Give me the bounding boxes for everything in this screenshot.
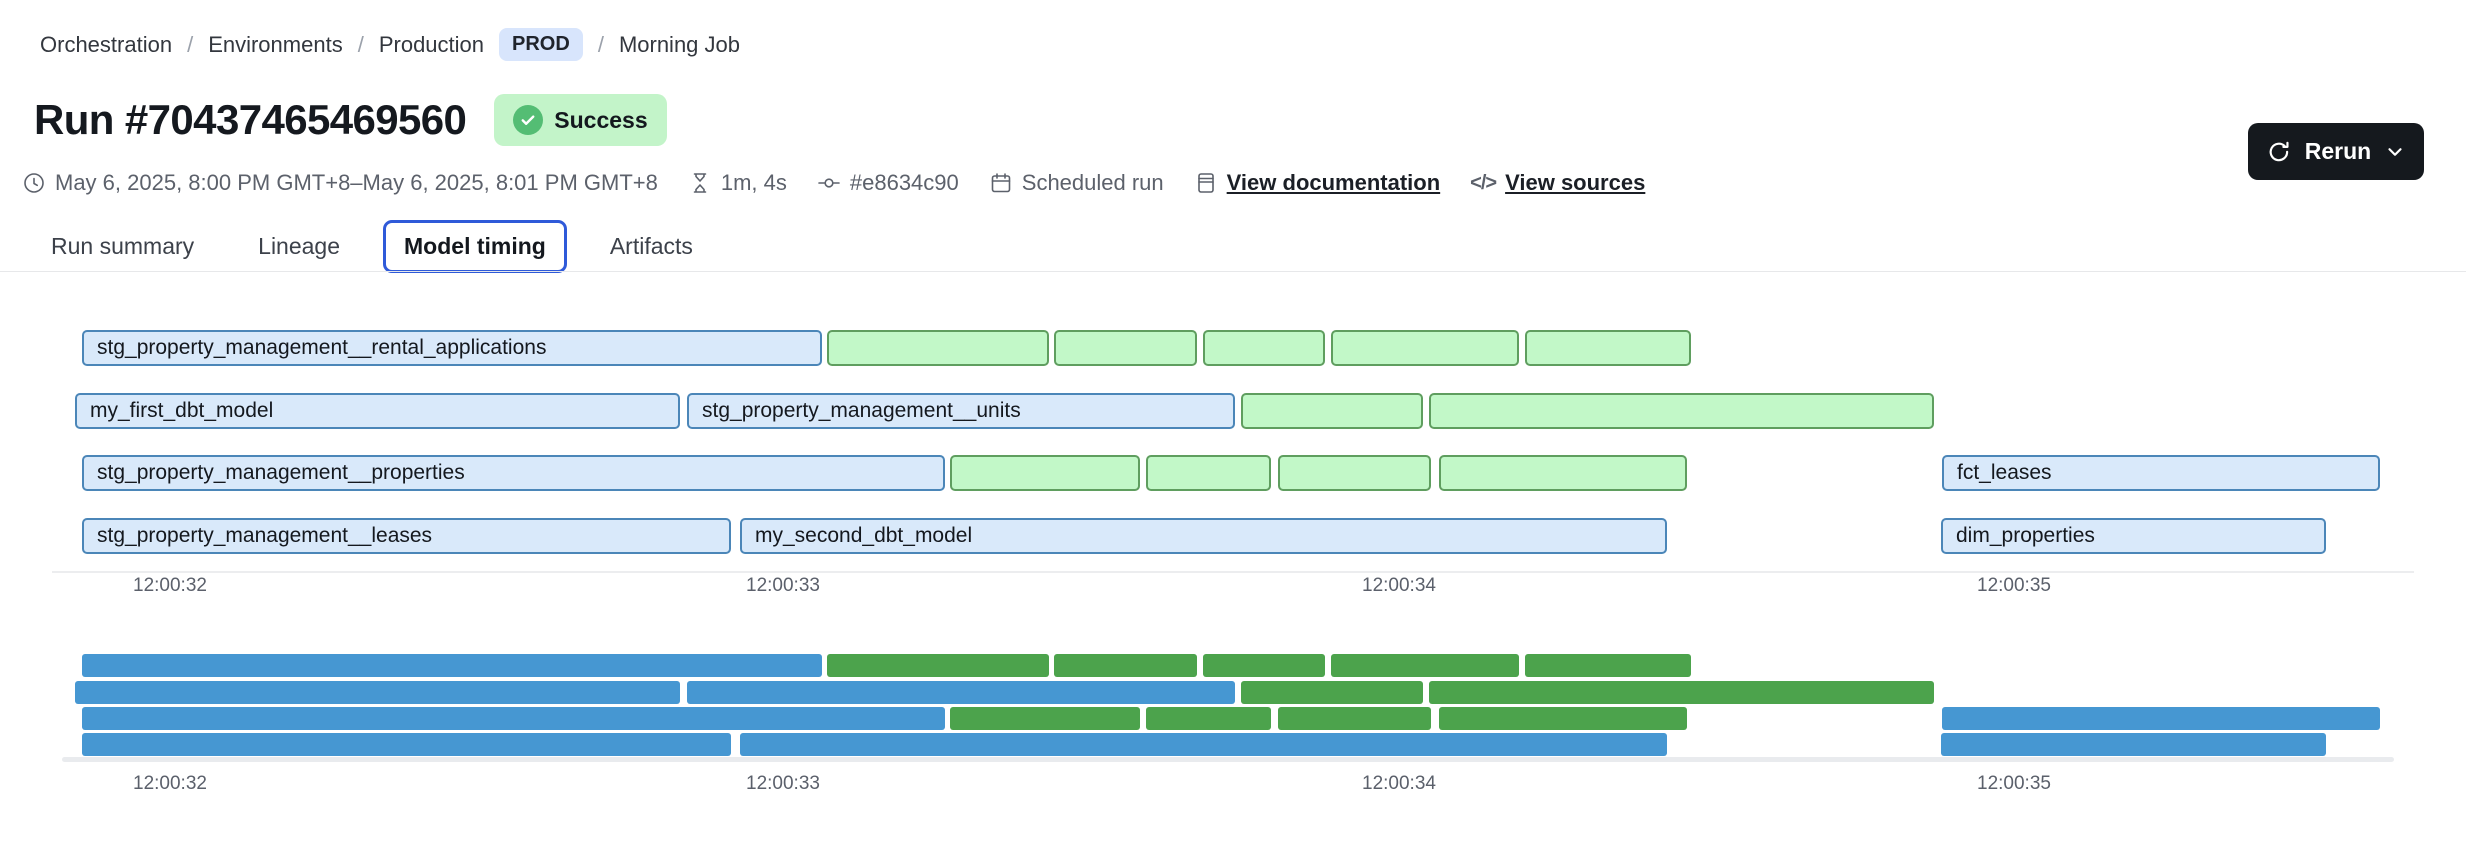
- minimap-bar: [950, 707, 1140, 730]
- minimap-bar: [1331, 654, 1519, 677]
- clock-icon: [24, 173, 44, 193]
- minimap-bar: [1241, 681, 1423, 704]
- minimap-bar: [1439, 707, 1687, 730]
- status-badge: Success: [494, 94, 667, 146]
- minimap-bar: [82, 733, 731, 756]
- gantt-bar-fct_leases[interactable]: fct_leases: [1942, 455, 2380, 491]
- status-badge-label: Success: [554, 106, 648, 133]
- gantt-bar-stg_property_management__units[interactable]: stg_property_management__units: [687, 393, 1235, 429]
- gantt-bar[interactable]: [1429, 393, 1934, 429]
- gantt-bar[interactable]: [1525, 330, 1691, 366]
- minimap-bar: [827, 654, 1049, 677]
- page-title: Run #70437465469560: [34, 96, 467, 143]
- code-icon: </>: [1470, 171, 1497, 194]
- refresh-icon: [2266, 139, 2292, 165]
- breadcrumb-item-orchestration[interactable]: Orchestration: [40, 31, 173, 57]
- documentation-icon: [1197, 173, 1214, 193]
- run-time-range: May 6, 2025, 8:00 PM GMT+8–May 6, 2025, …: [22, 170, 658, 196]
- gantt-bar[interactable]: [1331, 330, 1519, 366]
- breadcrumb-separator: /: [597, 31, 604, 57]
- chevron-down-icon: [2384, 141, 2406, 163]
- tab-artifacts[interactable]: Artifacts: [609, 233, 693, 259]
- axis-tick-label: 12:00:34: [1362, 575, 1436, 596]
- minimap-bar: [75, 681, 680, 704]
- gantt-bar-stg_property_management__rental_applications[interactable]: stg_property_management__rental_applicat…: [82, 330, 822, 366]
- commit-hash: #e8634c90: [817, 170, 959, 196]
- minimap-bar: [1942, 707, 2380, 730]
- gantt-chart: stg_property_management__rental_applicat…: [0, 330, 2466, 566]
- minimap-scroll-track[interactable]: [62, 757, 2394, 762]
- run-trigger: Scheduled run: [989, 170, 1164, 196]
- axis-tick-label: 12:00:32: [133, 773, 207, 794]
- gantt-bar[interactable]: [827, 330, 1049, 366]
- gantt-bar-stg_property_management__leases[interactable]: stg_property_management__leases: [82, 518, 731, 554]
- axis-tick-label: 12:00:34: [1362, 773, 1436, 794]
- minimap-bar: [1429, 681, 1934, 704]
- axis-tick-label: 12:00:35: [1977, 773, 2051, 794]
- minimap-bar: [1941, 733, 2326, 756]
- gantt-bar[interactable]: [1278, 455, 1431, 491]
- tab-model-timing[interactable]: Model timing: [383, 220, 567, 273]
- view-documentation[interactable]: View documentation: [1194, 170, 1441, 196]
- view-sources[interactable]: </> View sources: [1470, 170, 1645, 196]
- minimap-bar: [740, 733, 1667, 756]
- run-duration-label: 1m, 4s: [720, 170, 787, 195]
- minimap-time-axis: 12:00:32 12:00:33 12:00:34 12:00:35: [0, 773, 2466, 797]
- axis-tick-label: 12:00:32: [133, 575, 207, 596]
- rerun-button-label: Rerun: [2304, 138, 2372, 164]
- minimap-bar: [1278, 707, 1431, 730]
- minimap-bar: [1054, 654, 1197, 677]
- breadcrumb-item-production[interactable]: Production: [378, 31, 485, 57]
- calendar-icon: [991, 173, 1011, 193]
- gantt-bar-my_second_dbt_model[interactable]: my_second_dbt_model: [740, 518, 1667, 554]
- axis-tick-label: 12:00:33: [746, 773, 820, 794]
- commit-icon: [818, 178, 840, 188]
- title-row: Run #70437465469560 Success: [34, 94, 667, 146]
- rerun-button[interactable]: Rerun: [2248, 123, 2424, 180]
- hourglass-icon: [693, 173, 707, 193]
- view-sources-link[interactable]: View sources: [1505, 170, 1646, 195]
- minimap-bar: [1146, 707, 1271, 730]
- breadcrumb-item-environments[interactable]: Environments: [208, 31, 343, 57]
- breadcrumb-separator: /: [357, 31, 364, 57]
- gantt-time-axis: 12:00:32 12:00:33 12:00:34 12:00:35: [0, 575, 2466, 599]
- view-documentation-link[interactable]: View documentation: [1226, 170, 1441, 195]
- run-meta-row: May 6, 2025, 8:00 PM GMT+8–May 6, 2025, …: [22, 170, 1645, 196]
- axis-tick-label: 12:00:33: [746, 575, 820, 596]
- minimap-bar: [1203, 654, 1325, 677]
- minimap-bar: [82, 707, 945, 730]
- tab-bar: Run summary Lineage Model timing Artifac…: [30, 220, 714, 273]
- gantt-bar[interactable]: [1146, 455, 1271, 491]
- gantt-bar-dim_properties[interactable]: dim_properties: [1941, 518, 2326, 554]
- environment-badge: PROD: [499, 28, 583, 61]
- gantt-bar-stg_property_management__properties[interactable]: stg_property_management__properties: [82, 455, 945, 491]
- minimap-bar: [82, 654, 822, 677]
- timeline-minimap[interactable]: [0, 654, 2466, 756]
- minimap-bar: [1525, 654, 1691, 677]
- tab-lineage[interactable]: Lineage: [258, 233, 341, 259]
- success-check-icon: [513, 105, 544, 135]
- gantt-bar[interactable]: [1241, 393, 1423, 429]
- gantt-bar[interactable]: [1203, 330, 1325, 366]
- gantt-bar-my_first_dbt_model[interactable]: my_first_dbt_model: [75, 393, 680, 429]
- tab-bar-divider: [0, 271, 2466, 272]
- gantt-bar[interactable]: [1439, 455, 1687, 491]
- minimap-bar: [687, 681, 1235, 704]
- run-duration: 1m, 4s: [688, 170, 787, 196]
- breadcrumb-separator: /: [187, 31, 194, 57]
- axis-tick-label: 12:00:35: [1977, 575, 2051, 596]
- gantt-bar[interactable]: [1054, 330, 1197, 366]
- gantt-baseline: [52, 571, 2414, 573]
- commit-hash-label: #e8634c90: [849, 170, 959, 195]
- gantt-bar[interactable]: [950, 455, 1140, 491]
- breadcrumb: Orchestration / Environments / Productio…: [40, 28, 740, 61]
- run-time-range-label: May 6, 2025, 8:00 PM GMT+8–May 6, 2025, …: [55, 170, 658, 195]
- breadcrumb-item-morning-job: Morning Job: [618, 31, 741, 57]
- run-trigger-label: Scheduled run: [1021, 170, 1164, 195]
- tab-run-summary[interactable]: Run summary: [51, 233, 195, 259]
